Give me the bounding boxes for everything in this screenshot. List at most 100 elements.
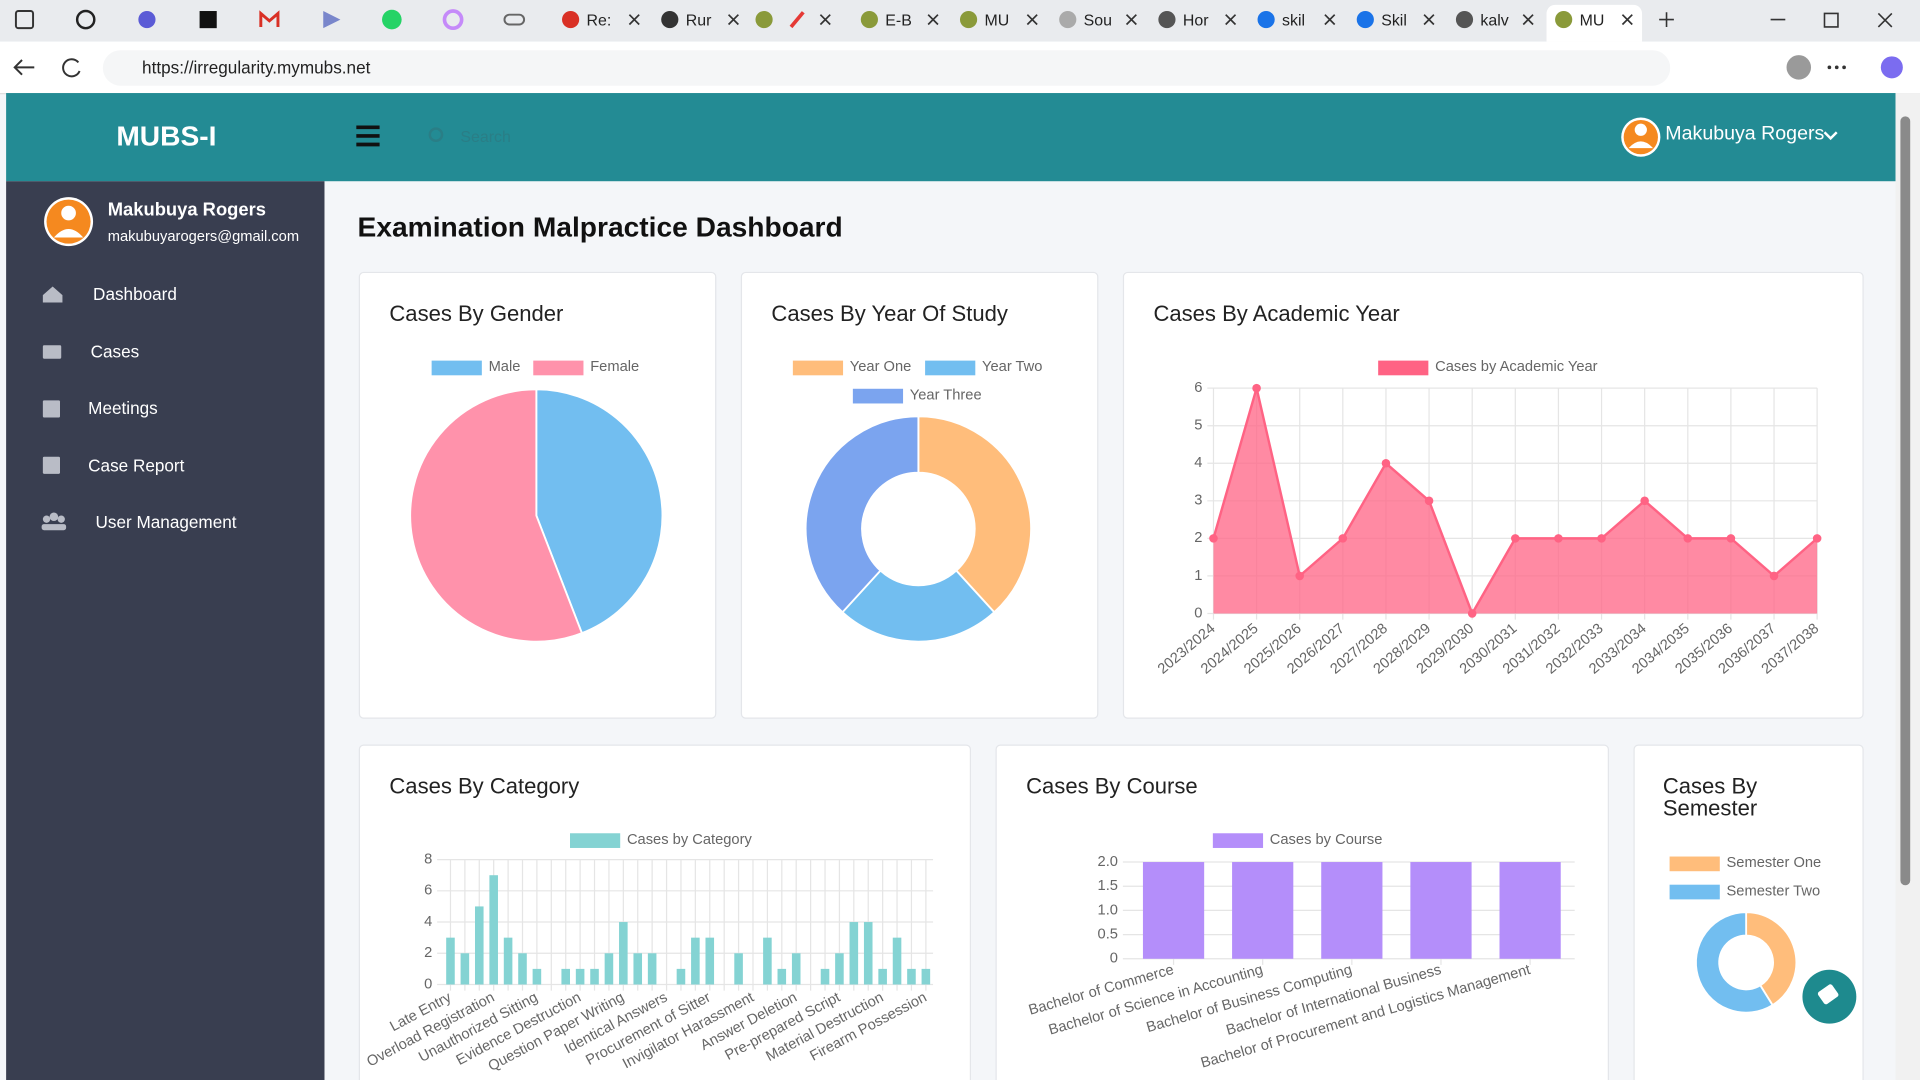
- tab-title: kalv: [1480, 11, 1509, 30]
- point: [1812, 534, 1822, 543]
- bar: [604, 953, 614, 985]
- bar: [763, 937, 772, 985]
- tab-title: Hor: [1182, 11, 1209, 30]
- slice: [1745, 911, 1798, 1007]
- bar: [777, 968, 787, 985]
- browser-tab[interactable]: Re:: [553, 5, 649, 37]
- slice: [1695, 911, 1774, 1014]
- tab-favicon: [860, 11, 878, 29]
- header-icons[interactable]: [41, 116, 1911, 1024]
- tab-close: [1324, 14, 1336, 26]
- address-bar[interactable]: https://irregularity.mymubs.net: [102, 50, 1671, 86]
- bar: [892, 937, 902, 985]
- point: [1295, 571, 1304, 581]
- card-title: Cases By Gender: [389, 301, 564, 326]
- legend-swatch: [1378, 360, 1429, 376]
- tab-close: [1621, 14, 1633, 26]
- point: [1554, 534, 1563, 543]
- point: [1252, 383, 1261, 393]
- browser-controls[interactable]: [13, 12, 1903, 80]
- card-title: Cases By Course: [1026, 773, 1198, 799]
- tab-favicon: [1356, 11, 1374, 29]
- app-header: [6, 93, 1896, 182]
- tab-close: [628, 14, 640, 26]
- bar: [907, 968, 916, 985]
- bar: [590, 968, 599, 985]
- legend-swatch: [570, 833, 621, 848]
- browser-tab[interactable]: kalv: [1447, 5, 1543, 37]
- browser-tab[interactable]: MU: [951, 5, 1047, 37]
- tab-title: E-B: [885, 11, 912, 30]
- bar: [691, 937, 700, 985]
- bar: [575, 968, 585, 985]
- legend-label: Year Two: [982, 359, 1042, 375]
- browser-tab[interactable]: Rur: [653, 5, 749, 37]
- pinned-tabs[interactable]: [14, 9, 831, 31]
- bar: [619, 922, 628, 985]
- bar: [676, 968, 686, 985]
- bar: [1142, 862, 1205, 959]
- legend-label: Male: [489, 359, 521, 375]
- browser-tab[interactable]: E-B: [852, 5, 948, 37]
- y-tick-label: 3: [1194, 493, 1202, 509]
- bar: [647, 953, 657, 985]
- legend-label: Year One: [850, 359, 912, 375]
- menu-item[interactable]: Dashboard: [93, 284, 177, 304]
- bar: [705, 937, 715, 985]
- tab-favicon: [562, 11, 580, 29]
- bar: [1499, 862, 1561, 959]
- tab-favicon: [1555, 11, 1573, 29]
- y-tick-label: 4: [1194, 455, 1202, 471]
- user-menu[interactable]: Makubuya Rogers: [1665, 123, 1825, 145]
- bar: [820, 968, 830, 985]
- legend-swatch: [925, 360, 976, 376]
- bar: [921, 968, 931, 985]
- tab-favicon: [661, 11, 679, 29]
- bar: [1232, 862, 1294, 959]
- browser-tab[interactable]: Sou: [1051, 5, 1147, 37]
- tab-close: [1026, 14, 1038, 26]
- point: [1511, 534, 1520, 543]
- legend-swatch: [533, 360, 584, 376]
- y-tick-label: 6: [424, 883, 432, 899]
- card-title: Cases By Semester: [1662, 773, 1758, 821]
- point: [1597, 534, 1606, 543]
- browser-tab[interactable]: skil: [1249, 5, 1345, 37]
- tab-close: [1423, 14, 1435, 26]
- browser-tab[interactable]: Skil: [1348, 5, 1444, 37]
- tab-title: Rur: [685, 11, 712, 30]
- tab-favicon: [1257, 11, 1275, 29]
- tab-title: Re:: [586, 11, 612, 30]
- brand[interactable]: MUBS-I: [116, 120, 217, 152]
- legend-label: Year Three: [910, 387, 982, 403]
- menu-item[interactable]: User Management: [95, 511, 237, 532]
- point: [1424, 496, 1434, 506]
- tab-favicon: [960, 11, 978, 29]
- sidebar: [6, 181, 325, 1080]
- menu-item[interactable]: Cases: [90, 341, 140, 362]
- tab-favicon: [1059, 11, 1077, 29]
- menu-item[interactable]: Meetings: [88, 397, 158, 418]
- bar: [863, 922, 873, 985]
- point: [1769, 571, 1779, 581]
- bar: [474, 906, 484, 985]
- bar: [489, 875, 498, 985]
- slice: [917, 415, 1032, 614]
- legend-label: Semester Two: [1727, 883, 1821, 899]
- menu-item[interactable]: Case Report: [88, 455, 185, 476]
- y-tick-label: 1.0: [1098, 902, 1118, 918]
- y-tick-label: 2.0: [1098, 854, 1118, 870]
- bar: [878, 968, 887, 985]
- tab-title: MU: [1579, 11, 1605, 30]
- search-input[interactable]: Search: [460, 127, 511, 146]
- tab-title: skil: [1282, 11, 1306, 30]
- point: [1338, 534, 1348, 543]
- y-tick-label: 0: [1110, 951, 1118, 967]
- browser-tab[interactable]: Hor: [1150, 5, 1246, 37]
- tab-close: [1522, 14, 1534, 26]
- y-tick-label: 0: [424, 976, 432, 992]
- point: [1209, 534, 1218, 543]
- y-tick-label: 5: [1194, 418, 1202, 434]
- point: [1726, 534, 1736, 543]
